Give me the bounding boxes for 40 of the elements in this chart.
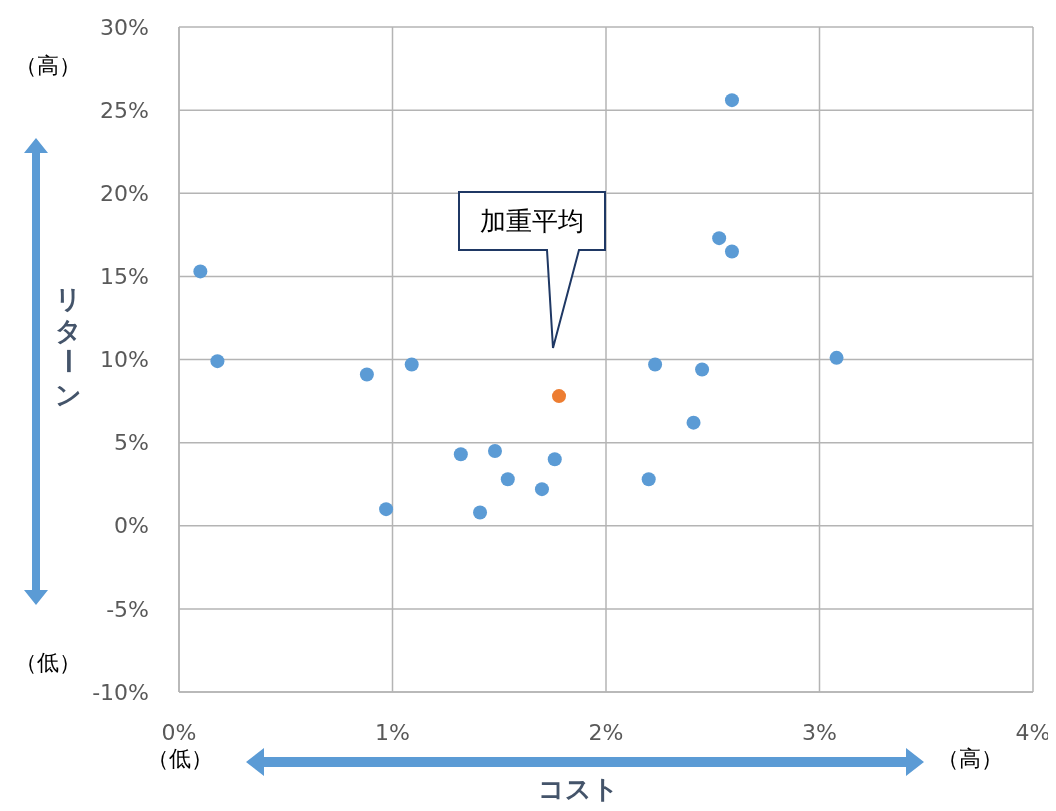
- point: [500, 472, 515, 487]
- x-tick-label: 2%: [588, 720, 624, 745]
- point: [404, 357, 419, 372]
- y-tick-label: 10%: [100, 347, 149, 373]
- y-tick-label: 30%: [100, 14, 149, 40]
- point: [359, 367, 374, 382]
- x-tick-label: 1%: [375, 720, 410, 745]
- point: [473, 505, 488, 520]
- point: [487, 443, 502, 458]
- y-tick-label: 0%: [114, 513, 149, 539]
- y-tick-label: 5%: [114, 430, 149, 456]
- text: （低）: [15, 650, 81, 675]
- y-axis-title: リターン: [53, 284, 83, 410]
- point: [193, 264, 208, 279]
- x-tick-label: 0%: [161, 720, 197, 745]
- point: [829, 350, 844, 365]
- point: [712, 231, 727, 246]
- y-tick-label: -10%: [92, 679, 149, 705]
- text: （低）: [147, 746, 213, 771]
- point: [534, 482, 549, 497]
- point: [453, 447, 468, 462]
- text: （高）: [937, 746, 1003, 771]
- point: [724, 93, 739, 108]
- y-tick-label: 15%: [100, 264, 149, 290]
- x-axis-title: コスト: [537, 774, 619, 804]
- point: [648, 357, 663, 372]
- point: [210, 354, 225, 369]
- point: [686, 415, 701, 430]
- point: [695, 362, 710, 377]
- y-tick-label: -5%: [106, 596, 149, 622]
- point: [724, 244, 739, 259]
- point: [379, 502, 394, 517]
- point: [547, 452, 562, 467]
- y-tick-label: 25%: [100, 97, 149, 123]
- y-tick-label: 20%: [100, 180, 149, 206]
- point: [552, 389, 567, 404]
- text: （高）: [15, 53, 81, 78]
- x-tick-label: 3%: [802, 720, 837, 745]
- annotation: 加重平均: [480, 206, 584, 237]
- point: [641, 472, 656, 487]
